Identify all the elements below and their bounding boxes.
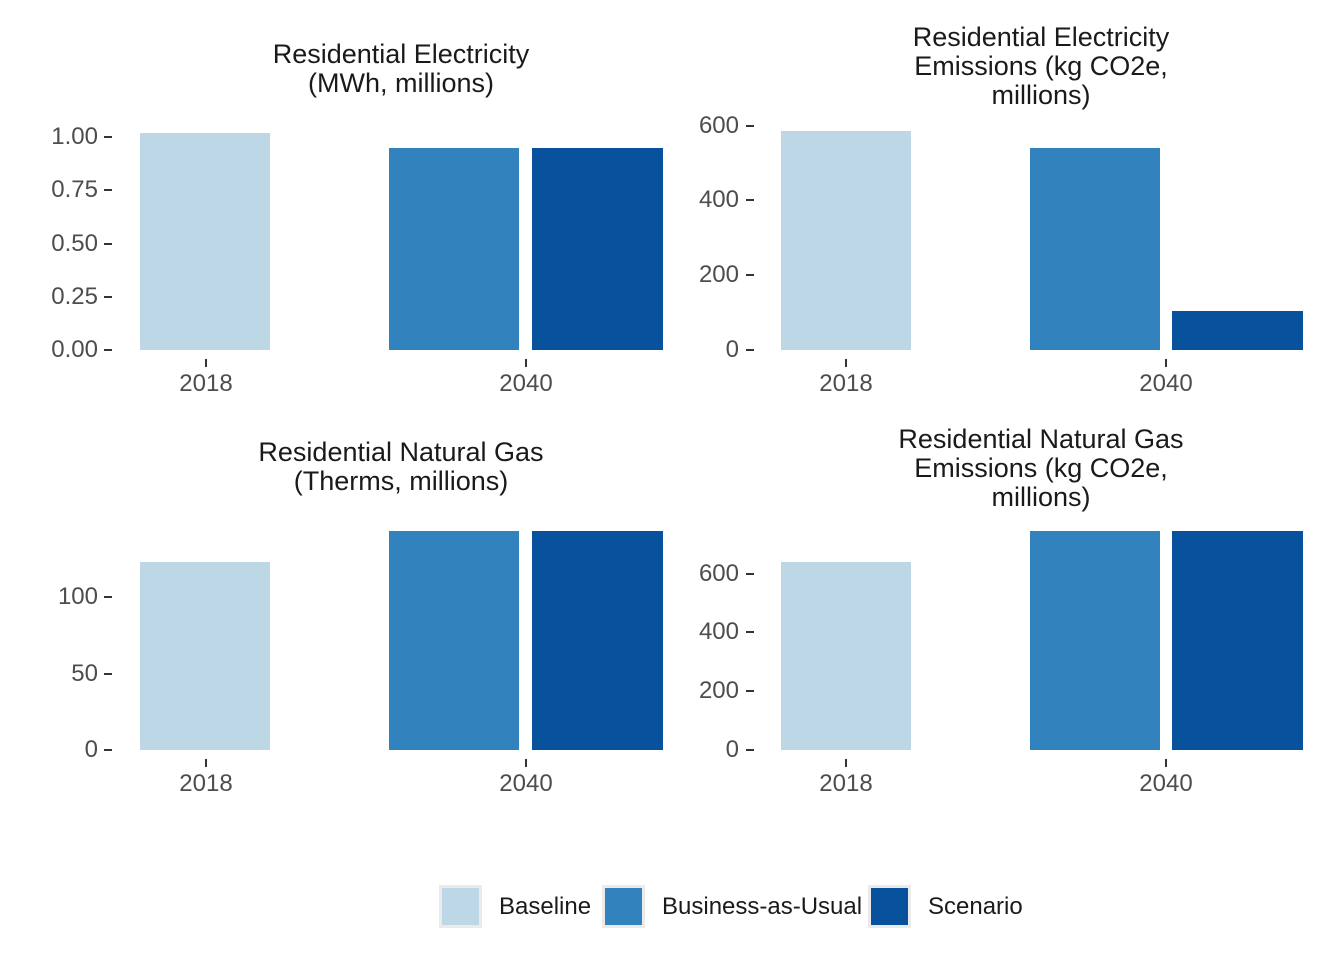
chart-title-line: Residential Natural Gas <box>258 437 544 467</box>
y-axis-tick-label: 0 <box>84 736 98 763</box>
y-axis-tick-label: 400 <box>698 186 739 214</box>
y-axis-tick-label: 200 <box>698 261 739 289</box>
y-axis-tick-label: 1.00 <box>51 123 98 150</box>
bar-baseline-2018 <box>781 131 911 350</box>
y-axis-tick-mark <box>746 749 754 751</box>
chart-title-line: millions) <box>991 80 1091 110</box>
chart-title-line: (MWh, millions) <box>308 68 494 98</box>
y-axis-tick-label: 0.00 <box>51 336 98 363</box>
y-axis-tick-label: 600 <box>698 111 739 139</box>
y-axis-tick-label: 0 <box>725 336 739 363</box>
chart-title: Residential Natural Gas Emissions (kg CO2… <box>741 425 1341 512</box>
bar-scenario-2040 <box>1172 310 1303 350</box>
y-axis-tick-label: 400 <box>698 618 739 646</box>
x-axis-tick-label: 2018 <box>179 370 233 397</box>
x-axis-tick-mark <box>845 759 847 767</box>
y-axis-tick-mark <box>746 349 754 351</box>
y-axis-tick-label: 0.50 <box>51 229 98 257</box>
y-axis-tick-label: 0.75 <box>51 176 98 204</box>
chart-title-line: (Therms, millions) <box>293 466 509 496</box>
x-axis-tick-label: 2018 <box>819 370 873 397</box>
x-axis-tick-mark <box>1165 759 1167 767</box>
x-axis-tick-label: 2040 <box>1139 370 1193 397</box>
chart-title: Residential Natural Gas (Therms, millions… <box>101 438 701 496</box>
chart-title: Residential Electricity Emissions (kg CO2… <box>741 23 1341 110</box>
y-axis-tick-label: 600 <box>698 559 739 587</box>
chart-title-line: millions) <box>991 482 1091 512</box>
y-axis-tick-label: 100 <box>57 583 98 610</box>
bar-scenario-2040 <box>532 531 663 750</box>
bar-business-as-usual-2040 <box>1030 530 1160 750</box>
y-axis-tick-mark <box>104 672 112 675</box>
x-axis-tick-mark <box>525 359 527 367</box>
bar-baseline-2018 <box>781 561 911 750</box>
chart-title-line: Residential Electricity <box>272 39 530 69</box>
y-axis-tick-label: 50 <box>71 659 98 687</box>
x-axis-tick-label: 2040 <box>499 770 553 797</box>
x-axis-tick-mark <box>205 359 207 367</box>
y-axis-tick-mark <box>104 749 112 751</box>
x-axis-tick-label: 2018 <box>819 770 873 797</box>
bar-business-as-usual-2040 <box>389 147 519 350</box>
x-axis-tick-mark <box>525 759 527 767</box>
y-axis-tick-mark <box>746 274 754 277</box>
bar-business-as-usual-2040 <box>1030 148 1160 350</box>
y-axis-tick-mark <box>104 189 112 192</box>
x-axis-tick-mark <box>205 759 207 767</box>
chart-title: Residential Electricity (MWh, millions) <box>101 40 701 98</box>
chart-title-line: Residential Natural Gas <box>898 424 1184 454</box>
y-axis-tick-mark <box>746 199 754 202</box>
y-axis-tick-mark <box>104 349 112 351</box>
y-axis-tick-mark <box>746 690 754 693</box>
x-axis-tick-label: 2018 <box>179 770 233 797</box>
y-axis-tick-mark <box>746 631 754 634</box>
bar-baseline-2018 <box>140 132 270 350</box>
y-axis-tick-mark <box>746 124 754 127</box>
x-axis-tick-mark <box>1165 359 1167 367</box>
chart-title-line: Residential Electricity <box>912 22 1170 52</box>
y-axis-tick-mark <box>104 295 112 298</box>
bar-baseline-2018 <box>140 561 270 750</box>
y-axis-tick-mark <box>746 572 754 575</box>
y-axis-tick-label: 0 <box>725 736 739 763</box>
chart-title-line: Emissions (kg CO2e, <box>914 51 1168 81</box>
x-axis-tick-mark <box>845 359 847 367</box>
y-axis-tick-mark <box>104 596 112 598</box>
y-axis-tick-mark <box>104 136 112 138</box>
bar-scenario-2040 <box>532 147 663 350</box>
chart-title-line: Emissions (kg CO2e, <box>914 453 1168 483</box>
y-axis-tick-mark <box>104 242 112 245</box>
bar-business-as-usual-2040 <box>389 531 519 750</box>
y-axis-tick-label: 0.25 <box>51 282 98 310</box>
x-axis-tick-label: 2040 <box>1139 770 1193 797</box>
x-axis-tick-label: 2040 <box>499 370 553 397</box>
y-axis-tick-label: 200 <box>698 677 739 705</box>
bar-scenario-2040 <box>1172 530 1303 750</box>
